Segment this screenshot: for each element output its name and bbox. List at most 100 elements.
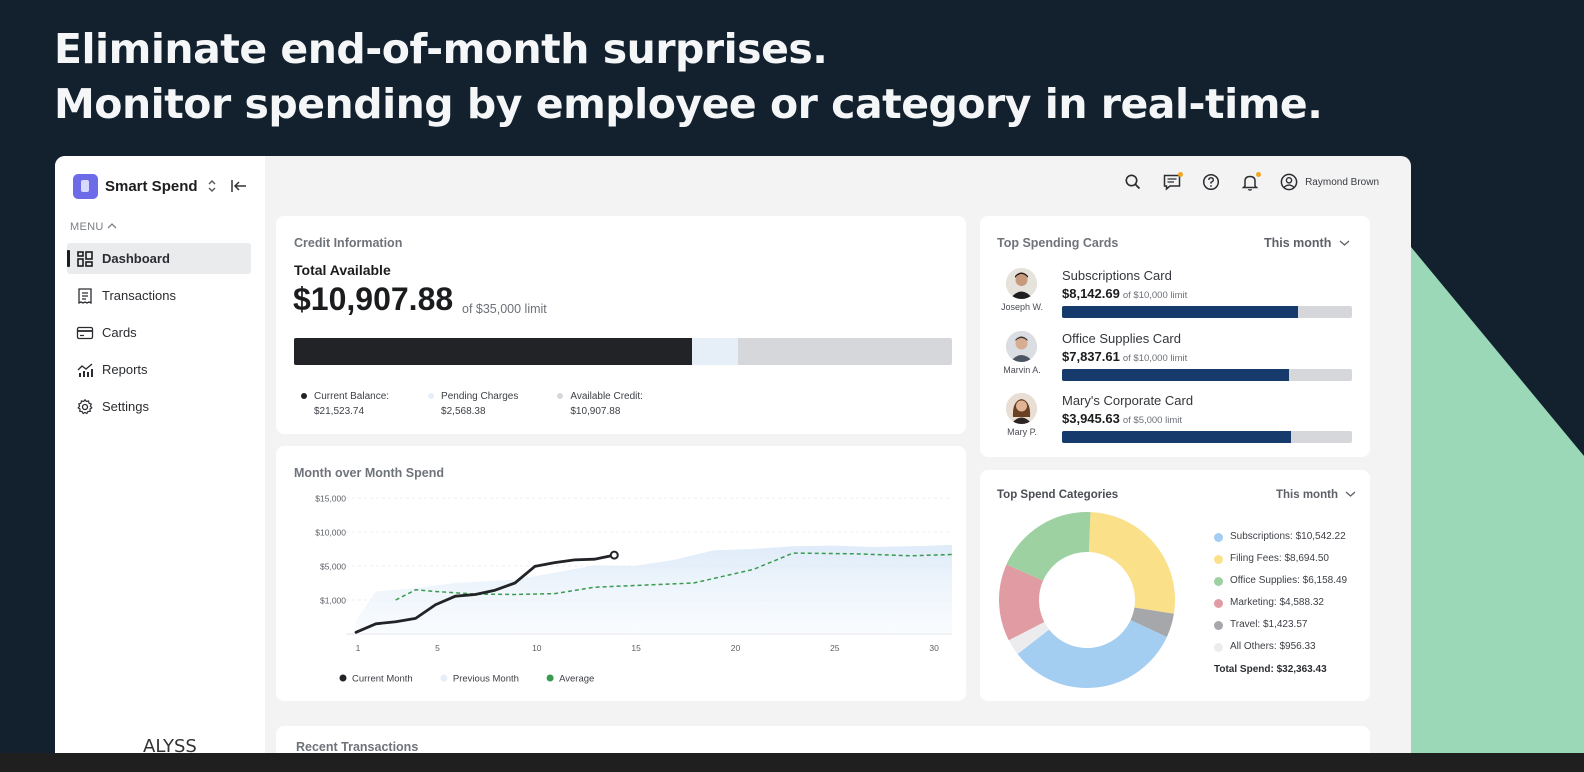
card-usage-bar xyxy=(1062,431,1352,443)
legend-label: Current Month xyxy=(352,674,413,685)
chevron-up-icon xyxy=(107,223,117,229)
x-tick-label: 30 xyxy=(929,643,939,653)
category-label: Office Supplies: $6,158.49 xyxy=(1230,575,1348,586)
card-limit: of $10,000 limit xyxy=(1122,290,1188,301)
legend-label: Previous Month xyxy=(453,674,519,685)
hero-line-1: Eliminate end-of-month surprises. xyxy=(54,25,828,73)
card-name: Mary's Corporate Card xyxy=(1062,393,1194,408)
donut-slice xyxy=(1130,607,1174,637)
category-legend: Subscriptions: $10,542.22 Filing Fees: $… xyxy=(1214,530,1347,675)
period-select[interactable]: This month xyxy=(1276,489,1356,501)
card-title: Month over Month Spend xyxy=(294,466,444,480)
category-item: Travel: $1,423.57 xyxy=(1214,618,1347,640)
legend-label: Current Balance: xyxy=(314,391,390,402)
legend-label: Pending Charges xyxy=(441,391,519,402)
x-tick-label: 25 xyxy=(830,643,840,653)
user-icon[interactable] xyxy=(1279,172,1299,192)
legend-swatch xyxy=(546,674,554,682)
top-spending-cards-card: Top Spending Cards This month Joseph W. … xyxy=(980,216,1370,457)
legend-swatch xyxy=(301,393,307,399)
card-name: Subscriptions Card xyxy=(1062,268,1172,283)
legend-swatch xyxy=(557,393,564,399)
sidebar-item-dashboard[interactable]: Dashboard xyxy=(67,243,251,274)
legend-current-balance: Current Balance: $21,523.74 xyxy=(294,389,389,419)
collapse-sidebar-icon[interactable] xyxy=(230,178,248,194)
sidebar-item-cards[interactable]: Cards xyxy=(67,317,251,348)
category-item: Marketing: $4,588.32 xyxy=(1214,596,1347,618)
user-name[interactable]: Raymond Brown xyxy=(1305,176,1379,188)
total-available-value: $10,907.88 xyxy=(293,281,454,317)
card-amount: $3,945.63 of $5,000 limit xyxy=(1062,411,1182,426)
sidebar-footer-text: ALYSS xyxy=(143,736,197,753)
sidebar-item-label: Cards xyxy=(102,325,137,340)
card-limit: of $10,000 limit xyxy=(1122,353,1188,364)
card-title: Recent Transactions xyxy=(296,740,419,753)
sidebar-item-label: Dashboard xyxy=(102,251,170,266)
credit-usage-bar xyxy=(294,338,952,365)
brand-name: Smart Spend xyxy=(105,178,198,195)
total-available-label: Total Available xyxy=(294,262,391,278)
category-item: Filing Fees: $8,694.50 xyxy=(1214,552,1347,574)
legend-swatch xyxy=(1214,621,1223,630)
reports-icon xyxy=(77,362,93,377)
spending-card-row[interactable]: Mary P. Mary's Corporate Card $3,945.63 o… xyxy=(996,393,1356,451)
y-tick-label: $15,000 xyxy=(315,494,346,504)
legend-value: $10,907.88 xyxy=(570,406,621,417)
bottom-strip xyxy=(0,753,1584,772)
period-select[interactable]: This month xyxy=(1264,236,1350,250)
sidebar-item-transactions[interactable]: Transactions xyxy=(67,280,251,311)
category-item: All Others: $956.33 xyxy=(1214,640,1347,662)
donut-slice xyxy=(1088,512,1175,614)
brand-logo xyxy=(73,174,98,199)
hero-line-2: Monitor spending by employee or category… xyxy=(54,80,1323,128)
chevron-down-icon xyxy=(1345,491,1356,497)
y-tick-label: $5,000 xyxy=(320,562,346,572)
period-label: This month xyxy=(1264,236,1332,250)
card-amount: $7,837.61 of $10,000 limit xyxy=(1062,349,1187,364)
top-spend-categories-card: Top Spend Categories This month Subscrip… xyxy=(980,470,1370,701)
help-icon[interactable] xyxy=(1201,172,1221,192)
sidebar-item-settings[interactable]: Settings xyxy=(67,391,251,422)
category-label: Filing Fees: $8,694.50 xyxy=(1230,553,1329,564)
card-usage-fill xyxy=(1062,369,1290,381)
sidebar-item-label: Settings xyxy=(102,399,149,414)
cardholder-name: Marvin A. xyxy=(1003,365,1041,375)
legend-swatch xyxy=(428,393,435,399)
card-amount-value: $8,142.69 xyxy=(1062,286,1120,301)
menu-toggle[interactable]: MENU xyxy=(70,221,117,233)
avatar xyxy=(1006,331,1037,362)
search-icon[interactable] xyxy=(1123,172,1143,192)
donut-slice xyxy=(1017,620,1167,688)
category-label: Travel: $1,423.57 xyxy=(1230,619,1308,630)
card-usage-fill xyxy=(1062,306,1299,318)
sidebar-item-label: Transactions xyxy=(102,288,176,303)
dashboard-icon xyxy=(77,250,93,267)
x-tick-label: 15 xyxy=(631,643,641,653)
month-over-month-card: Month over Month Spend $15,000 $10,000 $5,… xyxy=(276,446,966,701)
legend-swatch xyxy=(1214,643,1223,652)
gear-icon xyxy=(77,398,93,414)
chevron-down-icon xyxy=(1339,240,1350,246)
legend-value: $21,523.74 xyxy=(314,406,365,417)
sidebar-item-reports[interactable]: Reports xyxy=(67,354,251,385)
category-label: Subscriptions: $10,542.22 xyxy=(1230,531,1346,542)
legend-pending-charges: Pending Charges $2,568.38 xyxy=(421,389,518,419)
spending-card-row[interactable]: Marvin A. Office Supplies Card $7,837.61… xyxy=(996,331,1356,389)
chat-icon[interactable] xyxy=(1162,172,1184,192)
y-tick-label: $10,000 xyxy=(315,528,346,538)
card-amount-value: $7,837.61 xyxy=(1062,349,1120,364)
card-icon xyxy=(76,326,94,339)
category-item: Subscriptions: $10,542.22 xyxy=(1214,530,1347,552)
workspace-switcher[interactable]: Smart Spend xyxy=(73,174,217,199)
legend-swatch xyxy=(339,674,347,682)
menu-label: MENU xyxy=(70,221,104,233)
card-title: Top Spending Cards xyxy=(997,236,1119,250)
credit-information-card: Credit Information Total Available $10,9… xyxy=(276,216,966,434)
receipt-icon xyxy=(78,287,92,304)
spending-card-row[interactable]: Joseph W. Subscriptions Card $8,142.69 of… xyxy=(996,268,1356,326)
bell-icon[interactable] xyxy=(1240,172,1262,192)
avatar xyxy=(1006,268,1037,299)
series-previous-month-area xyxy=(356,544,952,634)
donut-slice xyxy=(1008,621,1050,655)
